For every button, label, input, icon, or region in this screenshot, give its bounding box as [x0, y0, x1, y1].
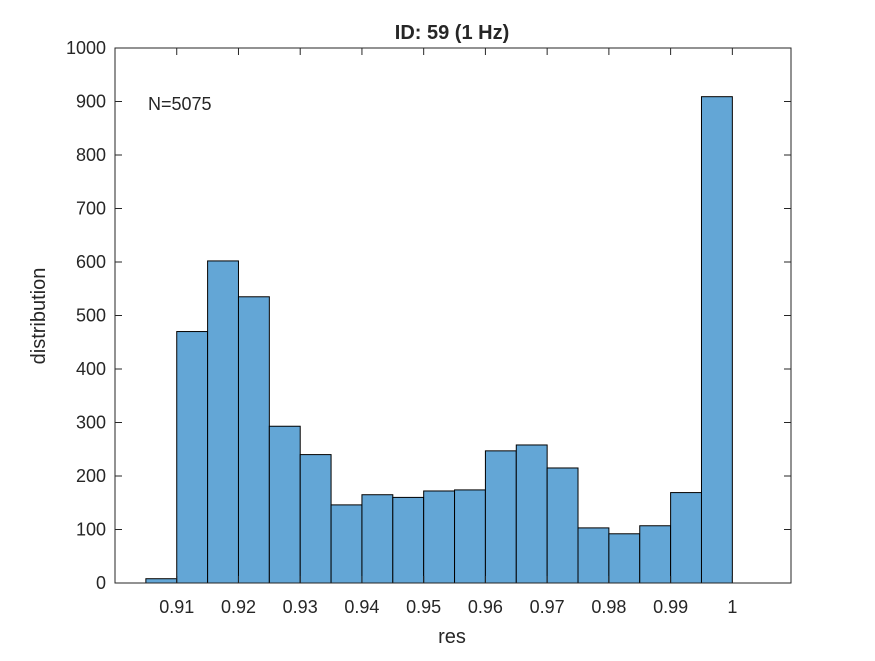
y-tick-label: 100: [76, 520, 106, 540]
histogram-bar: [299, 454, 332, 584]
x-axis-label: res: [438, 626, 466, 648]
histogram-bar: [207, 260, 239, 584]
sample-count-annotation: N=5075: [148, 94, 212, 114]
y-tick-labels: 0 100 200 300 400 500 600 700 800 900 1000: [66, 38, 106, 593]
histogram-bar: [577, 527, 610, 584]
histogram-bar: [639, 525, 672, 584]
y-tick-label: 900: [76, 92, 106, 112]
histogram-bar: [361, 494, 394, 584]
y-tick-label: 300: [76, 413, 106, 433]
x-tick-label: 0.91: [159, 597, 194, 617]
histogram-bar: [670, 492, 702, 584]
x-tick-label: 1: [727, 597, 737, 617]
histogram-bar: [237, 296, 270, 584]
x-tick-label: 0.98: [591, 597, 626, 617]
y-tick-label: 500: [76, 306, 106, 326]
y-tick-label: 1000: [66, 38, 106, 58]
histogram-bar: [145, 578, 178, 584]
bars-layer: [145, 96, 733, 584]
y-tick-label: 600: [76, 252, 106, 272]
x-tick-label: 0.97: [530, 597, 565, 617]
histogram-bar: [515, 444, 548, 584]
x-tick-labels: 0.91 0.92 0.93 0.94 0.95 0.96 0.97 0.98 0.99 1: [159, 597, 737, 617]
y-axis-label: distribution: [28, 268, 50, 365]
x-tick-label: 0.99: [653, 597, 688, 617]
y-tick-label: 0: [96, 573, 106, 593]
chart-title: ID: 59 (1 Hz): [395, 22, 509, 44]
x-tick-label: 0.96: [468, 597, 503, 617]
histogram-bar: [330, 504, 363, 584]
histogram-bar: [454, 489, 486, 584]
histogram-bar: [608, 533, 641, 584]
y-tick-label: 700: [76, 199, 106, 219]
histogram-bar: [176, 331, 209, 584]
histogram-bar: [423, 490, 456, 584]
x-tick-label: 0.95: [406, 597, 441, 617]
x-tick-label: 0.92: [221, 597, 256, 617]
histogram-bar: [268, 425, 301, 584]
histogram-bar: [392, 496, 425, 584]
histogram-bar: [700, 96, 733, 584]
y-tick-label: 200: [76, 466, 106, 486]
x-tick-label: 0.93: [283, 597, 318, 617]
x-tick-label: 0.94: [344, 597, 379, 617]
histogram-bar: [546, 467, 579, 584]
y-tick-label: 800: [76, 145, 106, 165]
histogram-bar: [484, 450, 517, 584]
y-tick-label: 400: [76, 359, 106, 379]
ticks-layer: [115, 47, 791, 584]
